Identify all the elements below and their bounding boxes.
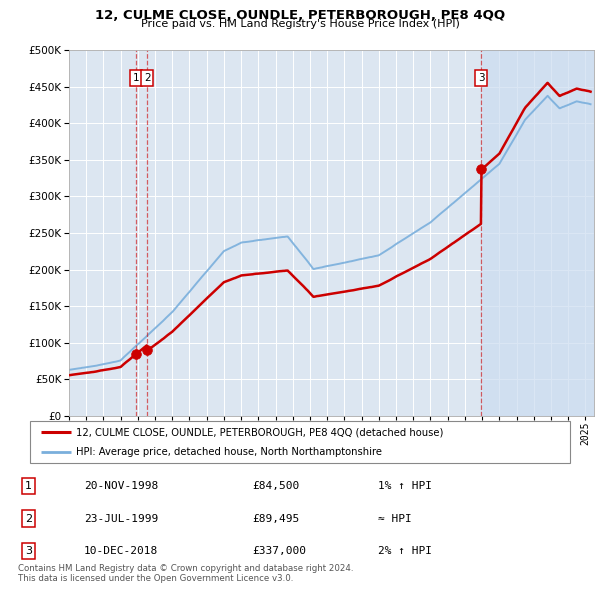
Text: £337,000: £337,000 xyxy=(252,546,306,556)
Text: 12, CULME CLOSE, OUNDLE, PETERBOROUGH, PE8 4QQ (detached house): 12, CULME CLOSE, OUNDLE, PETERBOROUGH, P… xyxy=(76,427,443,437)
Bar xyxy=(481,50,594,416)
Text: 12, CULME CLOSE, OUNDLE, PETERBOROUGH, PE8 4QQ: 12, CULME CLOSE, OUNDLE, PETERBOROUGH, P… xyxy=(95,9,505,22)
Text: Price paid vs. HM Land Registry's House Price Index (HPI): Price paid vs. HM Land Registry's House … xyxy=(140,19,460,30)
Text: This data is licensed under the Open Government Licence v3.0.: This data is licensed under the Open Gov… xyxy=(18,574,293,583)
Text: 1: 1 xyxy=(133,73,139,83)
FancyBboxPatch shape xyxy=(30,421,570,463)
Text: 3: 3 xyxy=(25,546,32,556)
Text: 2: 2 xyxy=(25,514,32,523)
Text: 2% ↑ HPI: 2% ↑ HPI xyxy=(378,546,432,556)
Text: 23-JUL-1999: 23-JUL-1999 xyxy=(84,514,158,523)
Text: Contains HM Land Registry data © Crown copyright and database right 2024.: Contains HM Land Registry data © Crown c… xyxy=(18,565,353,573)
Text: 20-NOV-1998: 20-NOV-1998 xyxy=(84,481,158,491)
Text: 1% ↑ HPI: 1% ↑ HPI xyxy=(378,481,432,491)
Text: ≈ HPI: ≈ HPI xyxy=(378,514,412,523)
Text: 1: 1 xyxy=(25,481,32,491)
Text: £89,495: £89,495 xyxy=(252,514,299,523)
Text: 10-DEC-2018: 10-DEC-2018 xyxy=(84,546,158,556)
Text: 3: 3 xyxy=(478,73,484,83)
Text: 2: 2 xyxy=(144,73,151,83)
Text: £84,500: £84,500 xyxy=(252,481,299,491)
Text: HPI: Average price, detached house, North Northamptonshire: HPI: Average price, detached house, Nort… xyxy=(76,447,382,457)
